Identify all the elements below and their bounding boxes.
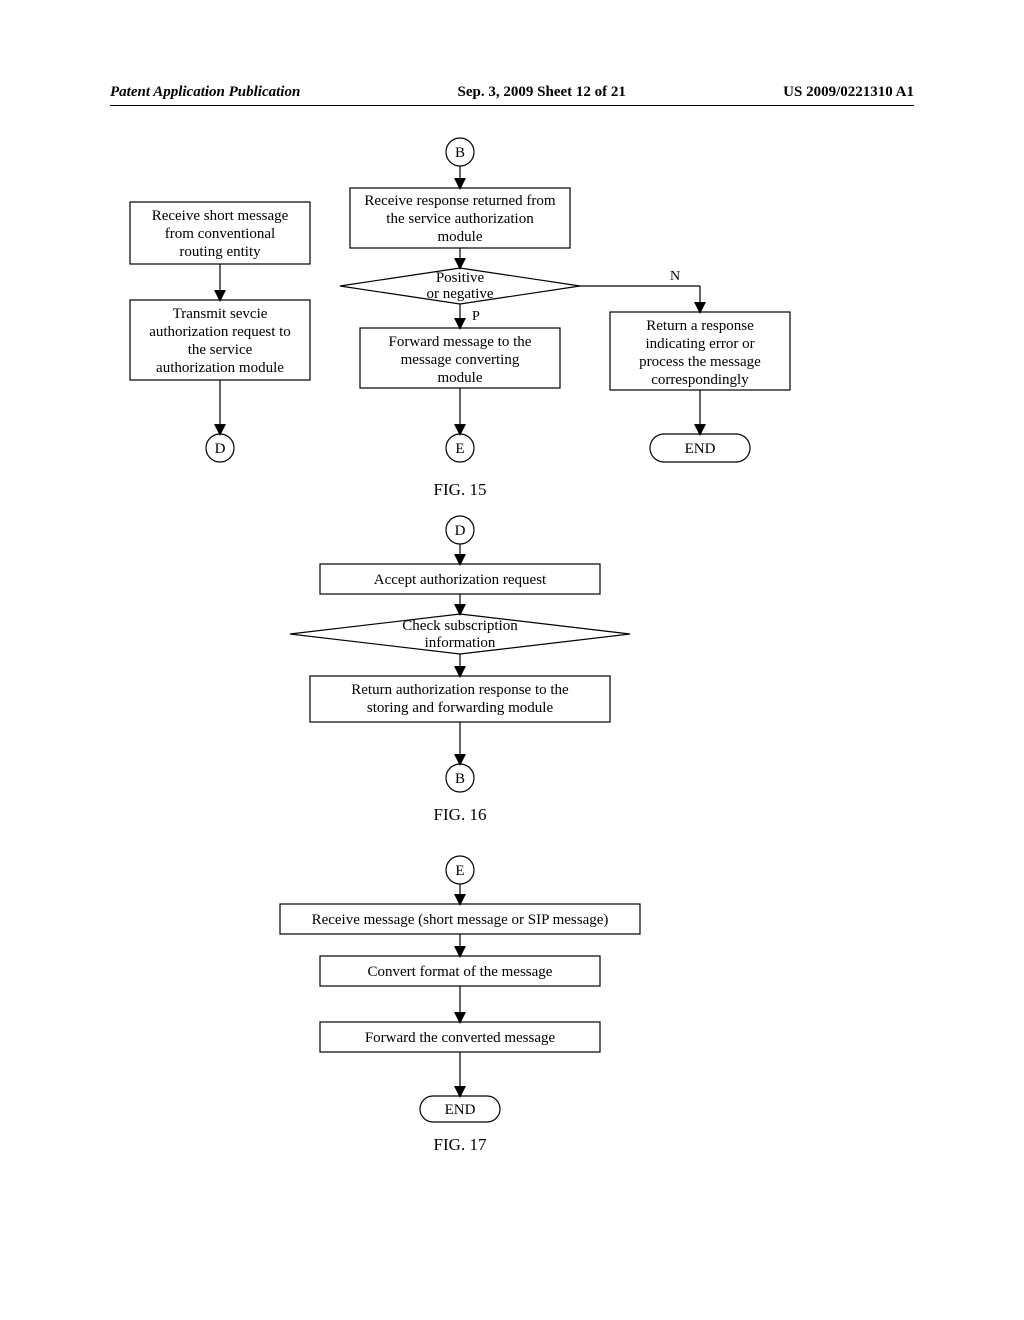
box-return-error-l3: process the message	[639, 354, 761, 370]
page-header: Patent Application Publication Sep. 3, 2…	[110, 84, 914, 106]
box-receive-short-msg-l2: from conventional	[165, 226, 275, 242]
decision-check-sub-l1: Check subscription	[402, 618, 518, 634]
box-forward-msg-l2: message converting	[401, 352, 520, 368]
header-mid: Sep. 3, 2009 Sheet 12 of 21	[458, 84, 626, 101]
box-receive-response-l1: Receive response returned from	[364, 193, 556, 209]
connector-d-label: D	[215, 441, 226, 457]
connector-e-label: E	[455, 863, 464, 879]
fig16-svg: D Accept authorization request Check sub…	[260, 510, 760, 840]
box-return-error-l2: indicating error or	[645, 336, 754, 352]
box-return-auth-l1: Return authorization response to the	[351, 682, 569, 698]
header-left: Patent Application Publication	[110, 84, 300, 101]
page: Patent Application Publication Sep. 3, 2…	[0, 0, 1024, 1320]
fig15-svg: Receive short message from conventional …	[110, 130, 930, 530]
box-transmit-auth-l4: authorization module	[156, 360, 284, 376]
connector-b-label: B	[455, 771, 465, 787]
box-receive-short-msg-l3: routing entity	[179, 244, 261, 260]
box-receive-msg-label: Receive message (short message or SIP me…	[312, 912, 609, 928]
terminator-end-label: END	[685, 441, 716, 457]
box-receive-response-l3: module	[438, 229, 483, 245]
box-transmit-auth-l2: authorization request to	[149, 324, 291, 340]
box-convert-format-label: Convert format of the message	[368, 964, 553, 980]
branch-n-label: N	[670, 269, 680, 284]
fig15-label: FIG. 15	[434, 480, 487, 499]
box-transmit-auth-l1: Transmit sevcie	[173, 306, 268, 322]
decision-l2: or negative	[426, 286, 493, 302]
decision-l1: Positive	[436, 270, 485, 286]
fig16-label: FIG. 16	[434, 805, 487, 824]
decision-check-sub-l2: information	[425, 635, 496, 651]
box-transmit-auth-l3: the service	[188, 342, 253, 358]
box-forward-msg-l1: Forward message to the	[389, 334, 532, 350]
box-forward-converted-label: Forward the converted message	[365, 1030, 556, 1046]
branch-p-label: P	[472, 309, 480, 324]
box-return-error-l4: correspondingly	[651, 372, 749, 388]
fig17-svg: E Receive message (short message or SIP …	[260, 850, 760, 1190]
box-receive-short-msg-l1: Receive short message	[152, 208, 289, 224]
connector-d-label: D	[455, 523, 466, 539]
box-forward-msg-l3: module	[438, 370, 483, 386]
box-receive-response-l2: the service authorization	[386, 211, 534, 227]
terminator-end-label: END	[445, 1102, 476, 1118]
box-return-auth-l2: storing and forwarding module	[367, 700, 554, 716]
connector-b-label: B	[455, 145, 465, 161]
fig17-label: FIG. 17	[434, 1135, 487, 1154]
header-right: US 2009/0221310 A1	[783, 84, 914, 101]
box-accept-auth-label: Accept authorization request	[374, 572, 547, 588]
box-return-error-l1: Return a response	[646, 318, 754, 334]
connector-e-label: E	[455, 441, 464, 457]
